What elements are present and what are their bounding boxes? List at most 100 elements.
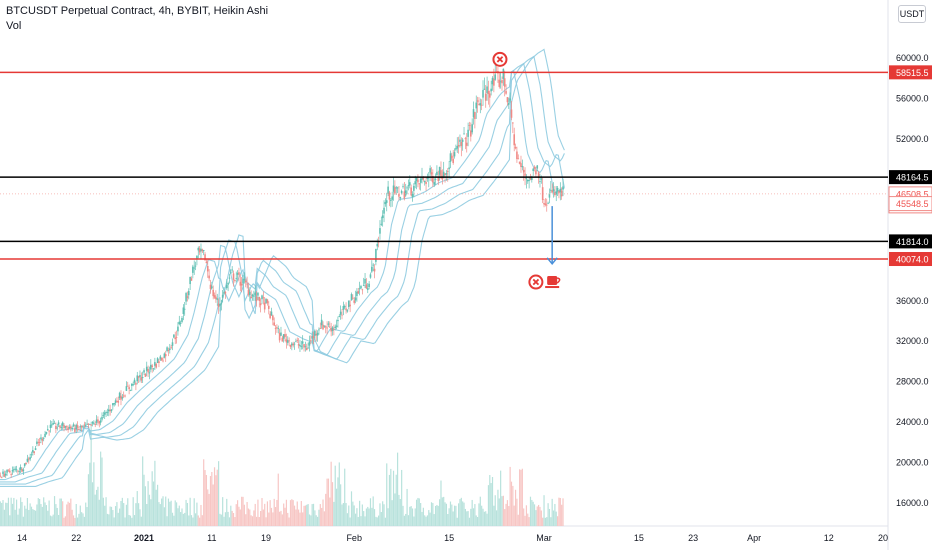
symbol-title[interactable]: BTCUSDT Perpetual Contract, 4h, BYBIT, H… xyxy=(6,4,268,19)
candle-body xyxy=(322,325,324,329)
volume-bar xyxy=(223,517,224,526)
volume-bar xyxy=(73,515,74,526)
candle-body xyxy=(254,293,256,296)
volume-bar xyxy=(468,511,469,526)
candle-body xyxy=(301,346,303,347)
candle-body xyxy=(130,390,132,391)
volume-bar xyxy=(518,515,519,526)
volume-bar xyxy=(402,506,403,526)
candle-body xyxy=(325,326,327,327)
volume-bar xyxy=(371,508,372,526)
candle-body xyxy=(397,188,399,189)
candle-body xyxy=(467,130,469,137)
candle-body xyxy=(541,178,543,179)
candle-body xyxy=(143,370,145,372)
volume-bar xyxy=(23,517,24,526)
volume-bar xyxy=(347,513,348,526)
volume-bar xyxy=(278,474,279,526)
volume-bar xyxy=(381,512,382,526)
candle-body xyxy=(381,224,383,225)
volume-bar xyxy=(221,515,222,526)
candle-body xyxy=(318,329,320,330)
volume-bar xyxy=(65,516,66,526)
volume-bar xyxy=(43,497,44,526)
candle-body xyxy=(546,205,548,206)
candle-body xyxy=(8,470,10,471)
volume-bar xyxy=(24,506,25,526)
candle-body xyxy=(277,328,279,329)
candle-body xyxy=(211,286,213,288)
volume-bar xyxy=(298,510,299,526)
candle-body xyxy=(382,215,384,218)
candle-body xyxy=(503,69,505,79)
candle-body xyxy=(371,267,373,272)
candle-body xyxy=(333,329,335,330)
candle-body xyxy=(409,182,411,185)
volume-bar xyxy=(15,510,16,526)
candle-body xyxy=(360,286,362,288)
volume-bar xyxy=(187,503,188,526)
volume-bar xyxy=(458,503,459,526)
volume-bar xyxy=(531,500,532,526)
volume-bar xyxy=(369,508,370,526)
volume-bar xyxy=(215,475,216,526)
volume-bar xyxy=(503,496,504,526)
candle-body xyxy=(425,182,427,184)
moving-average-line xyxy=(0,56,564,484)
volume-bar xyxy=(495,495,496,526)
candle-body xyxy=(326,328,328,329)
candle-body xyxy=(367,288,369,290)
coffee-cup-icon[interactable] xyxy=(547,276,557,285)
volume-bar xyxy=(130,516,131,526)
volume-bar xyxy=(49,501,50,526)
candle-body xyxy=(94,424,96,425)
volume-bar xyxy=(388,508,389,526)
volume-bar xyxy=(481,506,482,526)
volume-bar xyxy=(316,515,317,526)
volume-bar xyxy=(538,505,539,526)
volume-bar xyxy=(508,506,509,526)
candle-body xyxy=(344,306,346,308)
volume-bar xyxy=(423,508,424,526)
time-tick-label: 22 xyxy=(71,533,81,543)
candle-body xyxy=(526,178,528,179)
candle-body xyxy=(557,188,559,191)
candle-body xyxy=(145,374,147,377)
volume-bar xyxy=(30,503,31,526)
price-tick-label: 60000.0 xyxy=(896,53,929,63)
volume-bar xyxy=(412,508,413,526)
volume-bar xyxy=(405,514,406,526)
candle-body xyxy=(466,143,468,146)
volume-indicator-label[interactable]: Vol xyxy=(6,19,268,34)
candle-body xyxy=(173,335,175,338)
volume-bar xyxy=(143,475,144,526)
volume-bar xyxy=(188,515,189,526)
candle-body xyxy=(162,361,164,362)
candle-body xyxy=(132,384,134,385)
candle-body xyxy=(374,269,376,272)
volume-bar xyxy=(424,515,425,526)
volume-bar xyxy=(195,513,196,526)
volume-bar xyxy=(255,504,256,526)
time-tick-label: 20 xyxy=(878,533,888,543)
candle-body xyxy=(362,289,364,290)
volume-bar xyxy=(401,470,402,526)
candle-body xyxy=(390,200,392,201)
volume-bar xyxy=(331,462,332,526)
volume-bar xyxy=(194,498,195,526)
candle-body xyxy=(296,340,298,341)
volume-bar xyxy=(209,494,210,526)
candle-body xyxy=(174,338,176,339)
candle-body xyxy=(23,469,25,471)
volume-bar xyxy=(9,515,10,526)
currency-button[interactable]: USDT xyxy=(898,5,926,23)
volume-bar xyxy=(8,498,9,526)
volume-bar xyxy=(558,498,559,526)
volume-bar xyxy=(427,515,428,526)
volume-bar xyxy=(303,506,304,526)
volume-bar xyxy=(161,499,162,526)
volume-bar xyxy=(413,517,414,526)
candle-body xyxy=(165,354,167,356)
